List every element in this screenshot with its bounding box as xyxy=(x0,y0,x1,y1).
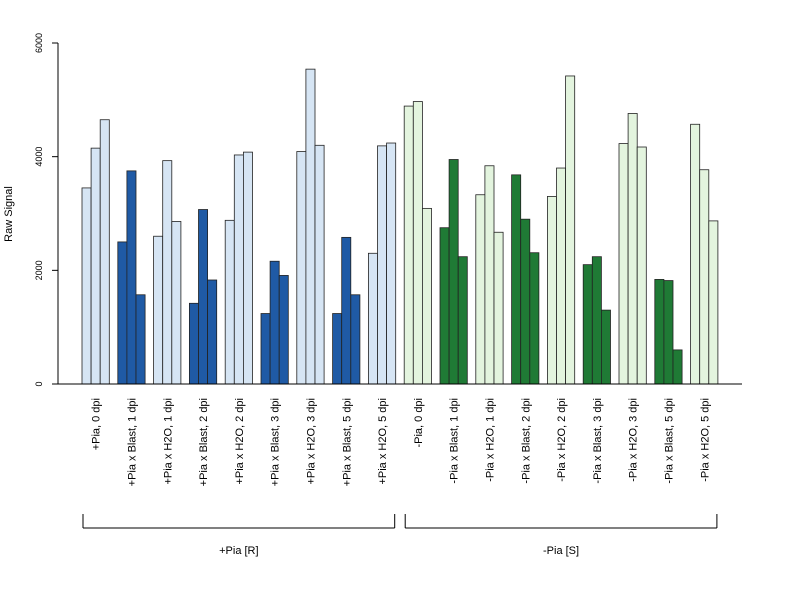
y-axis-title: Raw Signal xyxy=(3,186,15,242)
bar xyxy=(296,151,307,385)
bar xyxy=(314,144,325,385)
category-label: +Pia x H2O, 5 dpi xyxy=(377,398,389,485)
bar xyxy=(126,170,137,385)
bar xyxy=(305,68,316,385)
category-label: +Pia x H2O, 2 dpi xyxy=(234,398,246,485)
bar xyxy=(377,145,388,385)
bar xyxy=(556,167,567,385)
bar xyxy=(457,256,468,385)
axes-layer xyxy=(57,43,742,385)
bar xyxy=(690,123,701,385)
bar xyxy=(153,235,164,385)
bar xyxy=(224,219,235,385)
bar xyxy=(565,75,576,385)
group-brackets: +Pia [R] -Pia [S] xyxy=(82,514,718,557)
category-label: +Pia x H2O, 3 dpi xyxy=(305,398,317,485)
category-label: -Pia x Blast, 5 dpi xyxy=(663,398,675,484)
bar xyxy=(233,154,244,385)
bar xyxy=(591,256,602,385)
bar xyxy=(672,349,683,385)
bar xyxy=(618,143,629,385)
bar xyxy=(81,187,92,385)
bars-layer xyxy=(81,68,719,385)
category-label: +Pia x Blast, 2 dpi xyxy=(198,398,210,486)
bar xyxy=(367,252,378,385)
category-label: +Pia x Blast, 5 dpi xyxy=(341,398,353,486)
y-tick-label: 6000 xyxy=(34,33,44,53)
category-label: -Pia x H2O, 2 dpi xyxy=(556,398,568,482)
bar xyxy=(162,160,173,385)
category-label: -Pia x Blast, 2 dpi xyxy=(520,398,532,484)
y-tick-label: 2000 xyxy=(34,260,44,280)
bar xyxy=(636,146,647,385)
bar xyxy=(511,174,522,385)
category-label: -Pia x H2O, 3 dpi xyxy=(628,398,640,482)
category-label: -Pia x H2O, 5 dpi xyxy=(699,398,711,482)
bar xyxy=(663,280,674,385)
category-label: +Pia x Blast, 3 dpi xyxy=(270,398,282,486)
bar xyxy=(117,241,128,385)
bar xyxy=(493,231,504,385)
bar xyxy=(171,221,182,385)
bar xyxy=(350,294,361,385)
bar xyxy=(601,309,611,385)
y-tick-label: 0 xyxy=(34,381,44,386)
bar xyxy=(448,159,459,385)
bar xyxy=(439,227,450,385)
category-label: +Pia x Blast, 1 dpi xyxy=(126,398,138,486)
category-label: +Pia, 0 dpi xyxy=(91,398,103,450)
bar xyxy=(654,279,665,385)
bar xyxy=(386,142,397,385)
bar xyxy=(699,169,710,385)
bar xyxy=(341,236,352,385)
bar xyxy=(403,105,414,385)
y-ticks: 0 2000 4000 6000 xyxy=(34,33,58,387)
bar xyxy=(260,313,271,385)
group-label: +Pia [R] xyxy=(219,545,258,557)
category-label: -Pia x Blast, 3 dpi xyxy=(592,398,604,484)
category-label: -Pia x Blast, 1 dpi xyxy=(449,398,461,484)
bar xyxy=(90,147,101,385)
bar xyxy=(520,218,531,385)
bar xyxy=(242,151,253,385)
y-tick-label: 4000 xyxy=(34,147,44,167)
bar xyxy=(627,113,638,385)
category-labels: +Pia, 0 dpi +Pia x Blast, 1 dpi +Pia x H2O… xyxy=(91,398,712,486)
bar xyxy=(412,101,423,385)
group-label: -Pia [S] xyxy=(543,545,579,557)
bar xyxy=(188,302,199,385)
bar xyxy=(278,275,289,385)
category-label: -Pia x H2O, 1 dpi xyxy=(484,398,496,482)
bar xyxy=(198,209,209,385)
bar xyxy=(547,196,557,385)
bar xyxy=(529,252,540,385)
bar xyxy=(475,194,486,385)
category-label: -Pia, 0 dpi xyxy=(413,398,425,448)
bar xyxy=(421,207,432,385)
bar xyxy=(484,165,495,385)
bar xyxy=(269,260,280,385)
bar xyxy=(135,294,146,385)
bar xyxy=(708,220,719,385)
bar xyxy=(99,119,110,385)
bar xyxy=(582,264,593,385)
bar xyxy=(332,313,343,385)
bar xyxy=(207,279,218,385)
category-label: +Pia x H2O, 1 dpi xyxy=(162,398,174,485)
